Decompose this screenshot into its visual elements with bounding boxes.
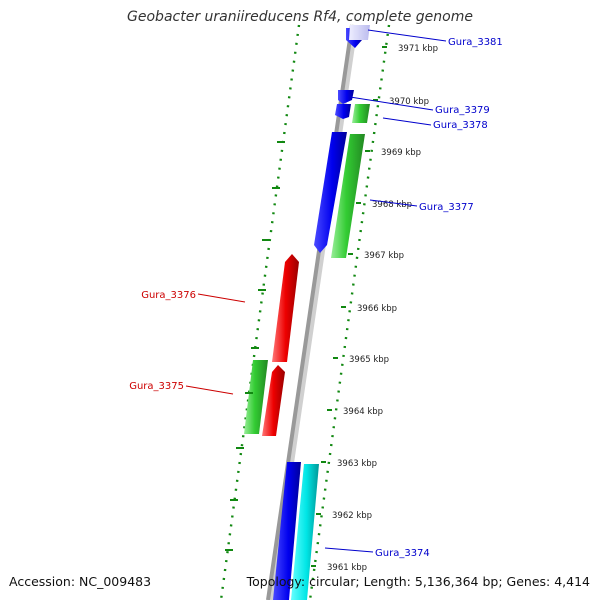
tick-label: 3971 kbp (398, 44, 438, 54)
gene-gura-3377-green[interactable] (331, 134, 365, 258)
accession-text: Accession: NC_009483 (9, 574, 152, 589)
gene-gura-3374-cyan[interactable] (291, 464, 319, 600)
gene-label[interactable]: Gura_3379 (435, 105, 490, 116)
gene-leader-line (349, 96, 434, 111)
gene-label[interactable]: Gura_3378 (433, 120, 488, 131)
gene-gura-3376[interactable] (272, 254, 299, 362)
gene-gura-3379b[interactable] (335, 104, 351, 119)
map-title: Geobacter uraniireducens Rf4, complete g… (127, 9, 473, 25)
backbone (266, 24, 354, 600)
gene-leader-line (382, 117, 432, 126)
gene-label[interactable]: Gura_3374 (375, 548, 430, 559)
gene-gura-3377-blue[interactable] (314, 132, 347, 253)
gene-lavender-top (349, 25, 370, 40)
tick-label: 3967 kbp (364, 251, 404, 261)
gene-gura-3378[interactable] (352, 104, 370, 123)
gene-gura-3375-green[interactable] (244, 360, 268, 434)
tick-label: 3961 kbp (327, 563, 367, 573)
gene-leader-line (197, 293, 246, 303)
topology-text: Topology: circular; Length: 5,136,364 bp… (246, 574, 590, 589)
gene-leader-line (185, 385, 234, 395)
tick-label: 3970 kbp (389, 97, 429, 107)
gene-label[interactable]: Gura_3377 (419, 202, 474, 213)
gene-gura-3379[interactable] (338, 90, 354, 104)
tick-label: 3968 kbp (372, 200, 412, 210)
tick-label: 3969 kbp (381, 148, 421, 158)
tick-label: 3966 kbp (357, 304, 397, 314)
gene-leader-line (367, 29, 447, 42)
tick-label: 3963 kbp (337, 459, 377, 469)
tick-label: 3964 kbp (343, 407, 383, 417)
gene-gura-3375-red[interactable] (262, 365, 285, 436)
gene-label-layer: Gura_3381 Gura_3379 Gura_3378 Gura_3377 Gura… (129, 29, 503, 559)
tick-label: 3962 kbp (332, 511, 372, 521)
gene-gura-3374-blue[interactable] (273, 462, 301, 600)
tick-layer: 3971 kbp 3970 kbp 3969 kbp 3968 kbp 3967 kbp… (225, 44, 438, 573)
tick-label: 3965 kbp (349, 355, 389, 365)
gene-leader-line (369, 199, 418, 207)
gene-leader-line (324, 547, 374, 553)
gene-label[interactable]: Gura_3375 (129, 381, 184, 392)
gene-label[interactable]: Gura_3376 (141, 290, 196, 301)
gene-label[interactable]: Gura_3381 (448, 37, 503, 48)
